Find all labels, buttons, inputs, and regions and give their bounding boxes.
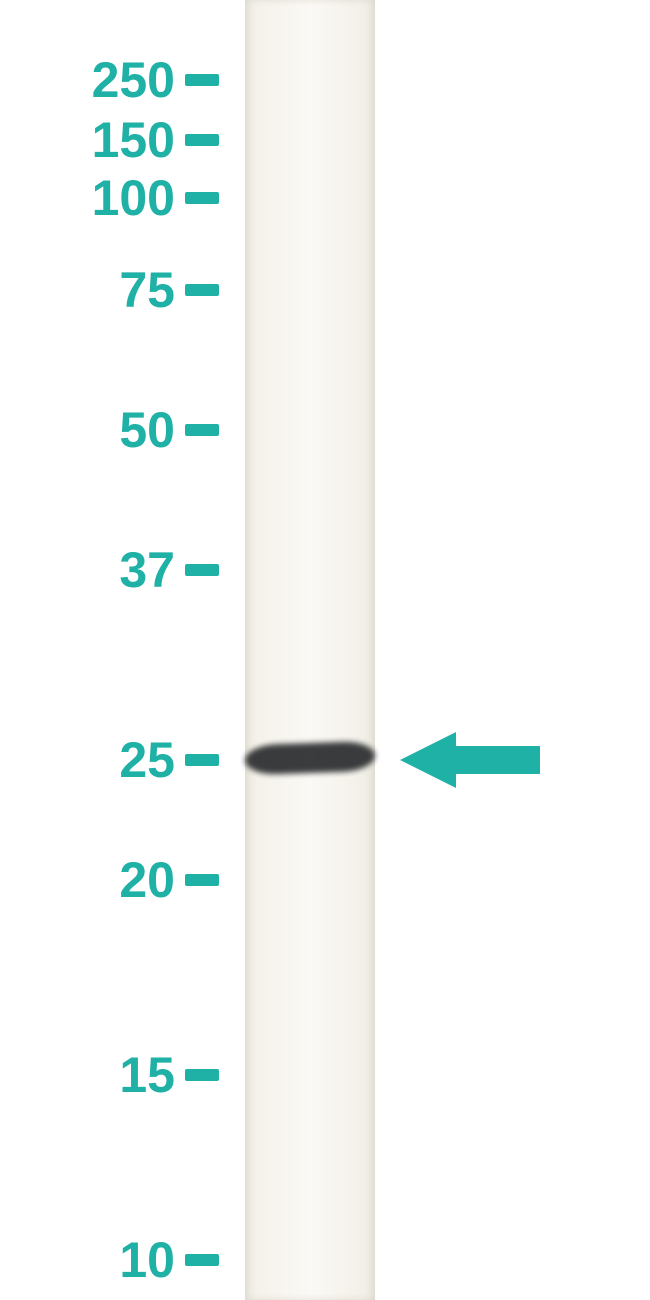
marker-label: 20: [0, 851, 175, 909]
marker-dash: [185, 284, 219, 296]
marker-label: 100: [0, 169, 175, 227]
marker-20: 20: [0, 851, 219, 909]
marker-10: 10: [0, 1231, 219, 1289]
marker-label: 75: [0, 261, 175, 319]
marker-15: 15: [0, 1046, 219, 1104]
marker-25: 25: [0, 731, 219, 789]
marker-dash: [185, 564, 219, 576]
marker-label: 37: [0, 541, 175, 599]
marker-37: 37: [0, 541, 219, 599]
marker-label: 150: [0, 111, 175, 169]
marker-dash: [185, 134, 219, 146]
western-blot-figure: 250150100 75 50 37 25 20 15 10: [0, 0, 650, 1300]
marker-label: 50: [0, 401, 175, 459]
marker-dash: [185, 754, 219, 766]
marker-dash: [185, 874, 219, 886]
band-indicator-arrow: [400, 732, 540, 788]
marker-dash: [185, 74, 219, 86]
marker-label: 15: [0, 1046, 175, 1104]
marker-dash: [185, 192, 219, 204]
marker-250: 250: [0, 51, 219, 109]
marker-dash: [185, 1069, 219, 1081]
marker-150: 150: [0, 111, 219, 169]
marker-label: 250: [0, 51, 175, 109]
marker-75: 75: [0, 261, 219, 319]
marker-dash: [185, 424, 219, 436]
marker-label: 10: [0, 1231, 175, 1289]
marker-50: 50: [0, 401, 219, 459]
blot-lane-inner: [245, 0, 375, 1300]
marker-100: 100: [0, 169, 219, 227]
marker-dash: [185, 1254, 219, 1266]
protein-band: [245, 741, 375, 776]
marker-label: 25: [0, 731, 175, 789]
blot-lane: [245, 0, 375, 1300]
